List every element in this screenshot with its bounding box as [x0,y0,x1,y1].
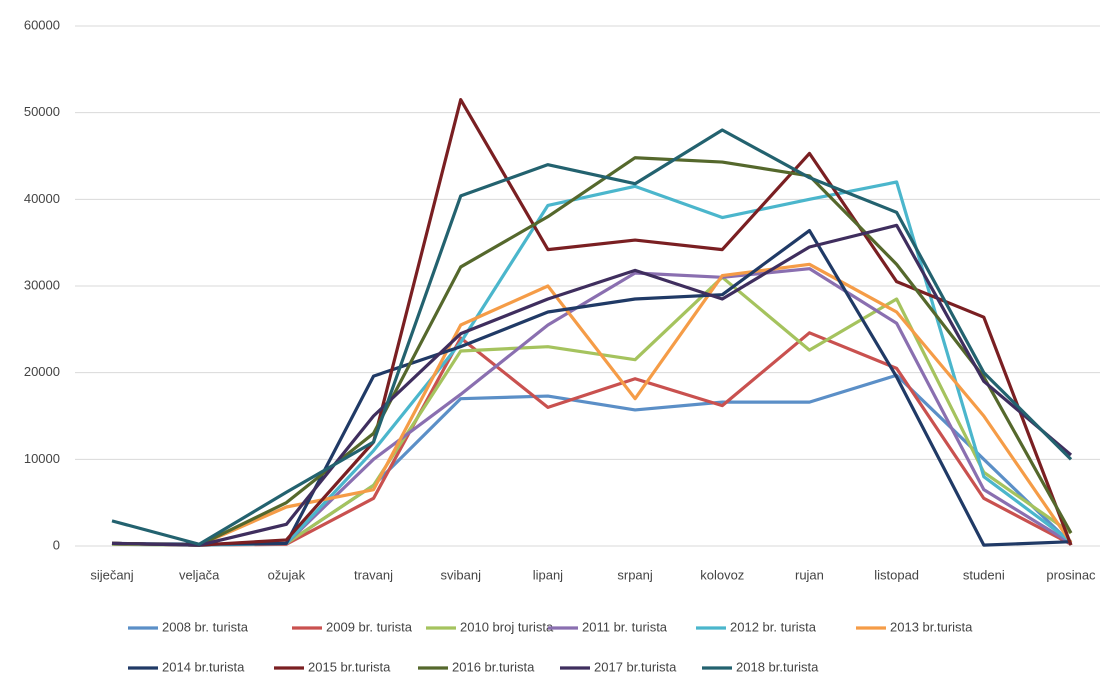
y-tick-label: 30000 [24,277,60,292]
legend-label: 2017 br.turista [594,659,677,674]
x-tick-label: kolovoz [700,567,744,582]
series-line [111,228,1072,547]
legend-label: 2012 br. turista [730,619,817,634]
legend-label: 2014 br.turista [162,659,245,674]
y-tick-label: 0 [53,537,60,552]
series-line [111,223,1073,547]
x-tick-label: lipanj [533,567,563,582]
series-line [111,156,1073,547]
legend-label: 2015 br.turista [308,659,391,674]
y-tick-label: 50000 [24,104,60,119]
series-line [111,262,1073,547]
series-line [111,128,1073,546]
legend-label: 2018 br.turista [736,659,819,674]
legend-label: 2009 br. turista [326,619,413,634]
x-tick-label: veljača [179,567,220,582]
legend-label: 2016 br.turista [452,659,535,674]
series-line [111,98,1073,547]
x-tick-label: siječanj [90,567,133,582]
legend-label: 2010 broj turista [460,619,554,634]
x-tick-label: ožujak [268,567,306,582]
legend-label: 2011 br. turista [582,619,668,634]
series-line [111,180,1072,547]
y-tick-label: 60000 [24,17,60,32]
x-tick-label: listopad [874,567,919,582]
y-tick-label: 40000 [24,191,60,206]
y-tick-label: 10000 [24,451,60,466]
x-tick-label: srpanj [617,567,653,582]
legend-label: 2008 br. turista [162,619,249,634]
x-tick-label: travanj [354,567,393,582]
x-tick-label: svibanj [440,567,481,582]
x-tick-label: prosinac [1046,567,1096,582]
legend-label: 2013 br.turista [890,619,973,634]
x-tick-label: rujan [795,567,824,582]
y-tick-label: 20000 [24,364,60,379]
x-tick-label: studeni [963,567,1005,582]
